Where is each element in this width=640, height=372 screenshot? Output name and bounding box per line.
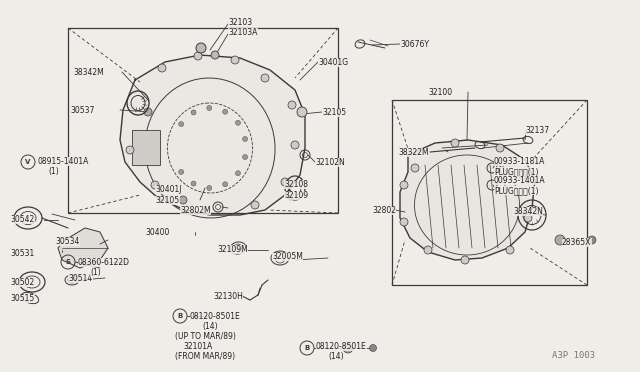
Polygon shape: [120, 55, 305, 215]
Circle shape: [281, 178, 289, 186]
Circle shape: [506, 246, 514, 254]
Text: 32105: 32105: [322, 108, 346, 117]
Circle shape: [369, 344, 376, 352]
Polygon shape: [400, 140, 535, 260]
Circle shape: [158, 64, 166, 72]
Text: 32130H: 32130H: [213, 292, 243, 301]
Text: 32137: 32137: [525, 126, 549, 135]
Circle shape: [234, 244, 242, 252]
Text: 32005M: 32005M: [272, 252, 303, 261]
Text: 32103: 32103: [228, 18, 252, 27]
Text: 32109: 32109: [284, 191, 308, 200]
Circle shape: [179, 169, 184, 174]
Text: V: V: [26, 159, 31, 165]
Text: PLUGプラグ(1): PLUGプラグ(1): [494, 186, 538, 195]
Circle shape: [211, 51, 219, 59]
Text: 32108: 32108: [284, 180, 308, 189]
Text: B: B: [177, 313, 182, 319]
Text: 32100: 32100: [428, 88, 452, 97]
Circle shape: [343, 343, 353, 353]
Circle shape: [194, 52, 202, 60]
Circle shape: [179, 122, 184, 126]
Circle shape: [236, 171, 241, 176]
Text: 38342M: 38342M: [73, 68, 104, 77]
Bar: [392, 100, 587, 285]
Circle shape: [288, 101, 296, 109]
Text: 30542: 30542: [10, 215, 35, 224]
Circle shape: [400, 181, 408, 189]
Text: 38342N: 38342N: [513, 207, 543, 216]
Text: 00933-1181A: 00933-1181A: [494, 157, 545, 166]
Text: 32101A: 32101A: [183, 342, 212, 351]
Text: 32103A: 32103A: [228, 28, 257, 37]
Circle shape: [223, 182, 228, 187]
Circle shape: [251, 201, 259, 209]
Circle shape: [151, 181, 159, 189]
Text: 00933-1401A: 00933-1401A: [494, 176, 546, 185]
Text: S: S: [65, 259, 70, 265]
Text: 30534: 30534: [55, 237, 79, 246]
Text: 32802M: 32802M: [180, 206, 211, 215]
Text: 38322M: 38322M: [398, 148, 429, 157]
Text: (14): (14): [328, 352, 344, 361]
Circle shape: [207, 106, 212, 110]
Text: 30537: 30537: [70, 106, 94, 115]
Text: 32105: 32105: [155, 196, 179, 205]
Text: 30515: 30515: [10, 294, 35, 303]
Text: (FROM MAR/89): (FROM MAR/89): [175, 352, 235, 361]
Circle shape: [243, 154, 248, 160]
Circle shape: [196, 43, 206, 53]
Circle shape: [261, 74, 269, 82]
Circle shape: [400, 218, 408, 226]
Circle shape: [191, 181, 196, 186]
Text: 32102N: 32102N: [315, 158, 345, 167]
Circle shape: [207, 186, 212, 190]
Text: 08120-8501E: 08120-8501E: [316, 342, 367, 351]
Circle shape: [236, 120, 241, 125]
Circle shape: [223, 109, 228, 114]
Circle shape: [588, 236, 596, 244]
Circle shape: [451, 139, 459, 147]
Circle shape: [496, 144, 504, 152]
Text: (14): (14): [202, 322, 218, 331]
Text: B: B: [305, 345, 310, 351]
Circle shape: [191, 110, 196, 115]
Text: PLUGプラグ(1): PLUGプラグ(1): [494, 167, 538, 176]
Polygon shape: [58, 228, 108, 268]
Circle shape: [461, 256, 469, 264]
Text: (1): (1): [48, 167, 59, 176]
Bar: [68, 28, 338, 213]
Text: 32802: 32802: [372, 206, 396, 215]
Circle shape: [144, 108, 152, 116]
Text: 30531: 30531: [10, 249, 35, 258]
Circle shape: [179, 196, 187, 204]
Text: (1): (1): [90, 268, 100, 277]
Text: 08360-6122D: 08360-6122D: [78, 258, 130, 267]
Text: 30400: 30400: [145, 228, 170, 237]
Text: 28365X: 28365X: [562, 238, 591, 247]
Text: 08120-8501E: 08120-8501E: [190, 312, 241, 321]
Text: A3P 1003: A3P 1003: [552, 351, 595, 360]
Text: 30502: 30502: [10, 278, 35, 287]
Circle shape: [297, 107, 307, 117]
Bar: [132, 130, 160, 165]
Circle shape: [291, 141, 299, 149]
Text: 30514: 30514: [68, 274, 92, 283]
Circle shape: [524, 214, 532, 222]
Circle shape: [424, 246, 432, 254]
Circle shape: [555, 235, 565, 245]
Text: 30676Y: 30676Y: [400, 40, 429, 49]
Text: 30401G: 30401G: [318, 58, 348, 67]
Circle shape: [243, 137, 248, 141]
Circle shape: [518, 171, 526, 179]
Text: 30401J: 30401J: [155, 185, 182, 194]
Circle shape: [411, 164, 419, 172]
Text: 08915-1401A: 08915-1401A: [37, 157, 88, 166]
Circle shape: [231, 56, 239, 64]
Text: (UP TO MAR/89): (UP TO MAR/89): [175, 332, 236, 341]
Text: 32109M: 32109M: [217, 245, 248, 254]
Circle shape: [126, 146, 134, 154]
